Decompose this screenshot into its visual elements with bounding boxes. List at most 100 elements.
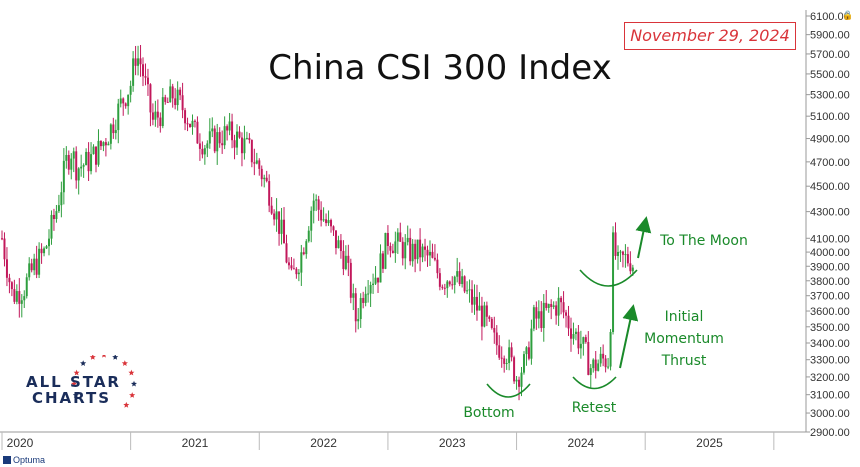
candle-body <box>448 281 451 285</box>
candle-body <box>114 130 117 134</box>
candle-body <box>134 58 137 66</box>
candle-body <box>381 253 384 269</box>
logo-star-icon <box>72 392 79 398</box>
candle-body <box>159 117 162 127</box>
candle-body <box>503 358 506 364</box>
candle-body <box>62 160 65 193</box>
candle-body <box>201 148 204 155</box>
candle-body <box>421 246 424 258</box>
logo-star-icon <box>89 355 96 360</box>
candle-body <box>1 238 3 240</box>
y-tick-label: 5700.00 <box>810 49 850 61</box>
candle-body <box>471 289 474 305</box>
candle-body <box>290 265 293 269</box>
candle-body <box>552 305 555 307</box>
candle-body <box>547 303 550 308</box>
y-tick-label: 3200.00 <box>810 372 850 384</box>
candle-body <box>236 131 239 148</box>
y-tick-label: 3300.00 <box>810 355 850 367</box>
candle-body <box>616 251 619 256</box>
candle-body <box>594 359 597 371</box>
candle-body <box>411 243 414 262</box>
candle-body <box>297 272 300 275</box>
candle-body <box>196 121 199 144</box>
x-tick-label: 2025 <box>696 436 723 450</box>
candle-body <box>542 302 545 329</box>
candle-body <box>146 77 149 85</box>
annotation-moon: To The Moon <box>660 233 748 249</box>
candle-body <box>458 271 461 285</box>
candle-body <box>124 103 127 107</box>
candle-body <box>144 76 147 78</box>
candle-body <box>537 311 540 319</box>
x-axis: 2020 2021 2022 2023 2024 2025 <box>0 431 806 450</box>
x-tick-label: 2024 <box>568 436 595 450</box>
logo-star-icon <box>123 401 130 408</box>
logo-star-icon <box>121 360 128 366</box>
candle-body <box>369 285 372 294</box>
candle-body <box>253 162 256 164</box>
candle-body <box>490 318 493 328</box>
candle-body <box>409 237 412 262</box>
candle-body <box>169 86 172 103</box>
candle-body <box>102 142 105 147</box>
candle-body <box>164 97 167 102</box>
candle-body <box>604 358 607 368</box>
candle-body <box>396 232 399 242</box>
candle-body <box>171 86 174 99</box>
candle-body <box>161 97 164 127</box>
candle-body <box>438 273 441 287</box>
candle-body <box>292 268 295 270</box>
candle-body <box>60 192 63 206</box>
logo-star-icon <box>128 369 135 376</box>
candle-body <box>302 252 305 255</box>
candle-body <box>189 123 192 127</box>
candle-body <box>179 89 182 96</box>
candle-body <box>320 209 323 221</box>
candle-body <box>315 199 318 201</box>
candle-body <box>52 214 55 220</box>
candle-body <box>609 331 612 367</box>
candle-body <box>87 151 90 172</box>
candle-body <box>13 289 16 302</box>
candle-body <box>621 251 624 255</box>
candle-body <box>359 298 362 320</box>
candle-body <box>612 232 615 332</box>
candle-body <box>228 121 231 131</box>
candle-body <box>154 111 157 120</box>
candle-body <box>181 95 184 111</box>
candle-body <box>347 255 350 263</box>
candle-body <box>33 258 36 271</box>
candle-body <box>243 138 246 154</box>
logo-star-icon <box>112 355 119 360</box>
thrust-arrow <box>619 304 639 369</box>
candle-body <box>362 298 365 303</box>
candle-body <box>20 300 23 304</box>
candle-body <box>631 267 634 272</box>
y-tick-label: 3800.00 <box>810 276 850 288</box>
y-tick-label: 3600.00 <box>810 306 850 318</box>
bottom-arc <box>486 383 531 398</box>
logo-line-1: ALL STAR <box>26 373 121 391</box>
candle-body <box>90 154 93 172</box>
candle-body <box>191 120 194 127</box>
candle-body <box>354 293 357 322</box>
candle-body <box>245 137 248 139</box>
y-tick-label: 5100.00 <box>810 111 850 123</box>
candle-body <box>433 257 436 260</box>
optuma-logo-icon <box>3 456 11 464</box>
candle-body <box>166 101 169 103</box>
candle-body <box>569 328 572 339</box>
lock-icon[interactable]: 🔒 <box>842 10 854 20</box>
candle-body <box>473 296 476 305</box>
candle-body <box>43 248 46 254</box>
y-tick-label: 6100.00 <box>810 11 850 23</box>
annotation-retest: Retest <box>571 400 617 416</box>
candle-body <box>30 263 33 271</box>
candle-body <box>129 85 132 95</box>
candle-body <box>327 220 330 224</box>
candle-body <box>525 347 528 355</box>
candle-body <box>451 284 454 286</box>
candle-body <box>132 58 135 86</box>
candle-body <box>624 254 627 256</box>
